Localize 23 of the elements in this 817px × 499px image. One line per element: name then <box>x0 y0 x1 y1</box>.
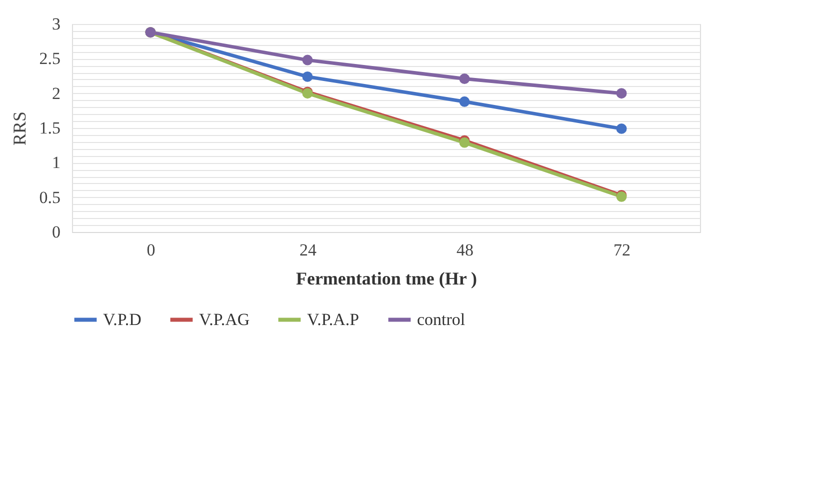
legend-label: V.P.D <box>103 310 142 329</box>
y-tick-label: 0 <box>52 222 60 242</box>
y-tick-label: 2 <box>52 84 60 103</box>
x-tick-label: 72 <box>614 240 630 260</box>
y-tick-label: 0.5 <box>39 188 60 207</box>
point <box>616 88 627 99</box>
y-tick-label: 3 <box>52 14 60 34</box>
y-tick-label: 1 <box>52 153 60 172</box>
legend-label: V.P.A.P <box>307 310 360 329</box>
y-tick-label: 2.5 <box>39 49 60 68</box>
x-tick-label: 24 <box>300 240 317 260</box>
point <box>302 71 313 82</box>
x-tick-label: 0 <box>146 240 156 260</box>
point <box>459 96 470 107</box>
legend-label: V.P.AG <box>199 310 250 329</box>
y-axis-title: RRS <box>9 111 30 146</box>
x-axis-title: Fermentation tme (Hr ) <box>296 268 478 288</box>
legend-label: control <box>417 310 466 329</box>
point <box>459 74 470 84</box>
y-tick-label: 1.5 <box>39 118 60 138</box>
point <box>302 54 313 66</box>
x-tick-label: 48 <box>456 240 474 260</box>
point <box>616 123 627 134</box>
